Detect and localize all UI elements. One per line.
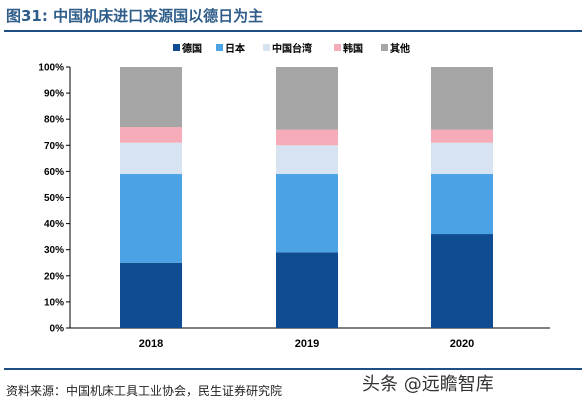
- bar-segment-2019-0: [276, 252, 338, 328]
- x-tick-label: 2019: [295, 338, 319, 350]
- y-tick-label: 10%: [44, 297, 64, 308]
- y-tick-label: 30%: [44, 245, 64, 256]
- bar-segment-2020-0: [431, 234, 493, 328]
- bar-segment-2020-4: [431, 67, 493, 130]
- y-tick-label: 90%: [44, 89, 64, 100]
- y-tick-label: 50%: [44, 193, 64, 204]
- bar-segment-2020-3: [431, 129, 493, 143]
- bar-segment-2018-0: [120, 262, 182, 328]
- legend-label-3: 韩国: [343, 42, 363, 55]
- bar-segment-2019-4: [276, 67, 338, 130]
- bar-segment-2018-3: [120, 127, 182, 143]
- legend-swatch-2: [263, 44, 270, 51]
- x-tick-label: 2020: [450, 338, 474, 350]
- legend-label-2: 中国台湾: [272, 42, 312, 55]
- title-rule: [4, 30, 582, 32]
- bar-segment-2019-1: [276, 174, 338, 253]
- y-tick-label: 80%: [44, 115, 64, 126]
- y-tick-label: 20%: [44, 271, 64, 282]
- legend-swatch-4: [381, 44, 388, 51]
- y-tick-label: 70%: [44, 141, 64, 152]
- bar-segment-2019-2: [276, 145, 338, 175]
- bar-segment-2018-4: [120, 67, 182, 128]
- legend-swatch-0: [173, 44, 180, 51]
- legend-label-0: 德国: [181, 42, 202, 55]
- bottom-rule: [4, 368, 582, 370]
- source-note: 资料来源：中国机床工具工业协会，民生证券研究院: [6, 384, 283, 398]
- bar-segment-2018-2: [120, 142, 182, 175]
- legend-label-4: 其他: [390, 42, 410, 55]
- y-tick-label: 60%: [44, 167, 64, 178]
- x-tick-label: 2018: [139, 338, 163, 350]
- legend-label-1: 日本: [225, 42, 246, 55]
- legend-swatch-1: [216, 44, 223, 51]
- y-tick-label: 40%: [44, 219, 64, 230]
- bar-segment-2018-1: [120, 174, 182, 263]
- figure-title: 图31: 中国机床进口来源国以德日为主: [6, 7, 264, 25]
- y-tick-label: 100%: [38, 63, 64, 74]
- bar-segment-2020-1: [431, 174, 493, 235]
- bar-segment-2020-2: [431, 142, 493, 175]
- y-tick-label: 0%: [50, 324, 65, 335]
- watermark: 头条 @远瞻智库: [362, 374, 494, 395]
- legend-swatch-3: [334, 44, 341, 51]
- bar-segment-2019-3: [276, 129, 338, 146]
